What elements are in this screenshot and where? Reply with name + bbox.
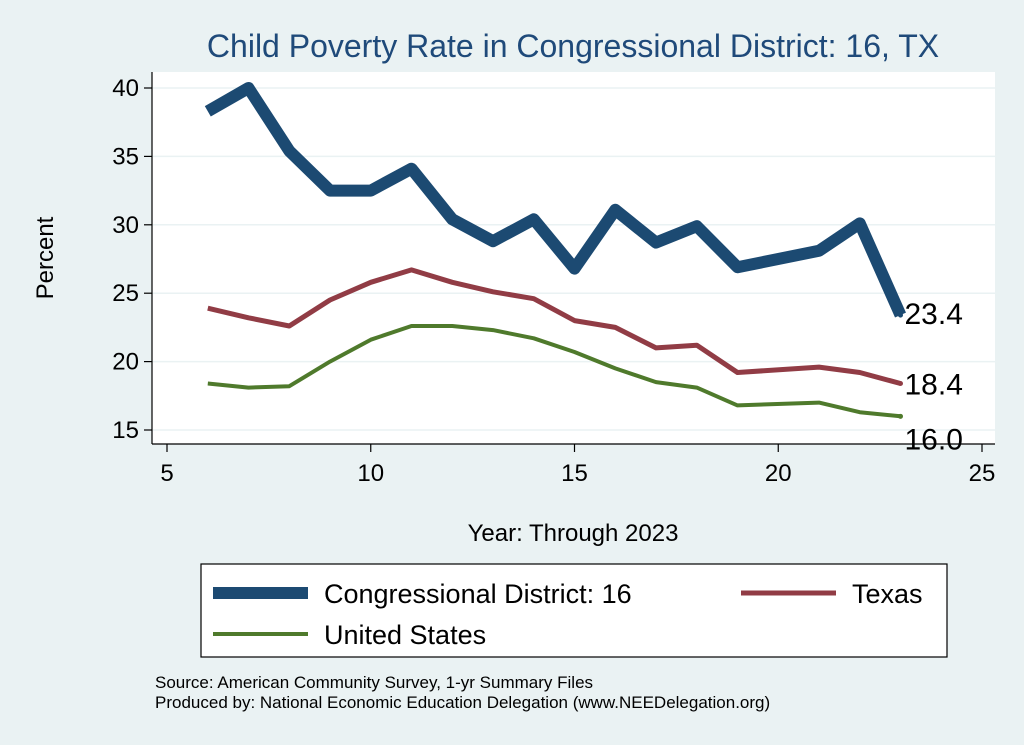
y-tick-label: 30 <box>112 212 139 239</box>
series-line-2 <box>207 324 901 419</box>
series-end-marker <box>898 312 903 318</box>
producer-note: Produced by: National Economic Education… <box>155 693 770 712</box>
y-tick-label: 20 <box>112 349 139 376</box>
y-axis-label: Percent <box>32 216 59 299</box>
series-line-0 <box>204 82 906 318</box>
y-tick-label: 35 <box>112 143 139 170</box>
chart-title: Child Poverty Rate in Congressional Dist… <box>207 28 939 64</box>
y-ticks: 15 20 25 30 35 40 <box>112 75 152 444</box>
legend-label: United States <box>324 620 486 650</box>
end-labels: 23.4 18.4 16.0 <box>905 298 963 456</box>
series-end-marker <box>898 413 903 419</box>
source-note: Source: American Community Survey, 1-yr … <box>155 673 593 692</box>
series-line-1 <box>207 267 902 386</box>
y-tick-label: 15 <box>112 417 139 444</box>
x-tick-label: 25 <box>969 460 996 487</box>
axes <box>151 72 995 445</box>
legend-label: Texas <box>852 579 923 609</box>
x-ticks: 5 10 15 20 25 <box>160 444 995 487</box>
legend-label: Congressional District: 16 <box>324 579 632 609</box>
series-end-marker <box>898 380 903 386</box>
end-value-label: 23.4 <box>905 298 963 331</box>
series-lines <box>204 82 906 419</box>
end-value-label: 18.4 <box>905 368 963 401</box>
y-tick-label: 25 <box>112 280 139 307</box>
x-tick-label: 20 <box>765 460 792 487</box>
legend-box <box>200 563 948 658</box>
legend: Congressional District: 16 Texas United St… <box>200 563 948 658</box>
y-tick-label: 40 <box>112 75 139 102</box>
x-tick-label: 10 <box>357 460 384 487</box>
x-axis-label: Year: Through 2023 <box>468 520 679 547</box>
x-tick-label: 15 <box>561 460 588 487</box>
end-value-label: 16.0 <box>905 423 963 456</box>
legend-entries: Congressional District: 16 Texas United St… <box>213 579 923 650</box>
x-tick-label: 5 <box>160 460 173 487</box>
